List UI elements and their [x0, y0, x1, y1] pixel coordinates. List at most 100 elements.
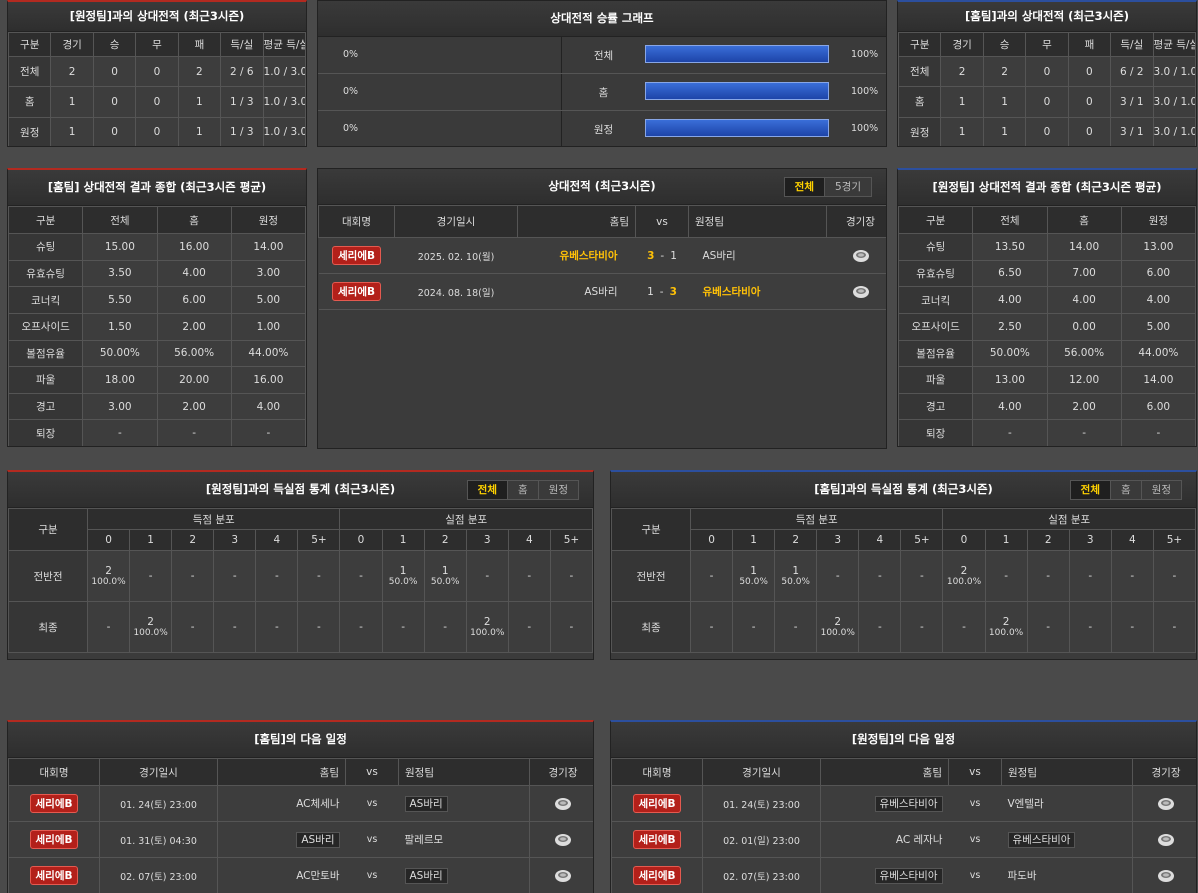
- goal-cell: -: [549, 550, 593, 602]
- goal-rate: 100.0%: [470, 628, 505, 638]
- tab[interactable]: 원정: [1140, 481, 1181, 499]
- table-row: 볼점유율 50.00% 56.00% 44.00%: [8, 339, 306, 368]
- goal-cell: -: [339, 550, 383, 602]
- goal-cell: 2 100.0%: [984, 601, 1028, 653]
- league-cell: 세리에B: [318, 273, 395, 310]
- league-badge: 세리에B: [29, 794, 79, 813]
- bucket-header: 3: [1068, 529, 1112, 551]
- goal-count: 1: [750, 565, 757, 577]
- tab[interactable]: 홈: [1110, 481, 1141, 499]
- row-label: 전체: [898, 55, 942, 88]
- title-text: [원정팀]과의 득실점 통계 (최근3시즌): [205, 482, 396, 496]
- group-header: 실점 분포: [942, 508, 1196, 530]
- goal-rate: 50.0%: [781, 577, 810, 587]
- column-header: 구분: [8, 508, 88, 551]
- stat-cell: 4.00: [1046, 286, 1122, 314]
- goal-cell: -: [381, 601, 425, 653]
- summary-away-panel: [원정팀] 상대전적 결과 종합 (최근3시즌 평균) 구분 전체 홈 원정 슈팅 13.5…: [897, 168, 1197, 447]
- table-row: 퇴장 - - -: [898, 419, 1196, 446]
- tab[interactable]: 전체: [784, 178, 824, 196]
- column-header: vs: [345, 758, 399, 786]
- goal-count: 1: [792, 565, 800, 577]
- row-label: 코너킥: [8, 286, 84, 314]
- stat-cell: 0: [1067, 55, 1112, 88]
- table-row: 전체 2 2 0 0 6 / 2 3.0 / 1.0: [898, 55, 1196, 88]
- goal-cell: -: [507, 601, 551, 653]
- home-cell: 유베스타비아: [820, 857, 949, 893]
- bucket-header: 5+: [549, 529, 593, 551]
- stat-cell: 0: [1025, 55, 1069, 88]
- bucket-row: 0 1 2 3 4 5+ 0 1 2 3 4 5+: [612, 529, 1196, 551]
- stadium-icon: [1158, 869, 1174, 882]
- score-sep: -: [660, 249, 665, 262]
- date-cell: 2025. 02. 10(월): [394, 237, 518, 274]
- bucket-header: 3: [465, 529, 509, 551]
- column-header: 경기: [940, 32, 984, 57]
- league-badge: 세리에B: [332, 246, 381, 265]
- header-row: 대회명경기일시홈팀vs원정팀경기장비고: [318, 205, 886, 238]
- goal-rate: 100.0%: [946, 577, 982, 587]
- row-label: 전체: [561, 37, 645, 74]
- stat-cell: 1.0 / 3.0: [262, 55, 306, 88]
- bucket-header: 4: [1110, 529, 1154, 551]
- stat-cell: 2 / 6: [220, 55, 264, 88]
- goal-cell: -: [689, 601, 734, 653]
- bucket-header: 1: [984, 529, 1028, 551]
- row-label: 원정: [898, 116, 942, 146]
- goal-cell: -: [984, 550, 1028, 602]
- bucket-header: 2: [774, 529, 818, 551]
- away-rate: 0%: [343, 49, 359, 60]
- goal-cell: 1 50.0%: [381, 550, 425, 602]
- stadium-icon: [852, 249, 869, 262]
- tab-group: 전체 5경기: [783, 177, 872, 197]
- row-label: 볼점유율: [8, 339, 84, 368]
- title-text: 상대전적 (최근3시즌): [548, 179, 656, 193]
- goal-rate: 50.0%: [739, 577, 768, 587]
- league-cell: 세리에B: [8, 857, 100, 893]
- league-cell: 세리에B: [8, 821, 100, 858]
- goal-count: 1: [399, 565, 407, 577]
- h2h-away-panel: [원정팀]과의 상대전적 (최근3시즌) 구분 경기 승 무 패 득/실 평균 득/실 전체 2 0…: [7, 0, 307, 147]
- group-header: 득점 분포: [86, 508, 341, 530]
- stadium-cell: [826, 237, 886, 274]
- goal-row: 전반전 -1 50.0% 1 50.0% - - -2 100.0% - - - - -: [611, 550, 1196, 602]
- bucket-header: 4: [255, 529, 299, 551]
- table-row: 원정 1 1 0 0 3 / 1 3.0 / 1.0: [898, 116, 1196, 146]
- goal-row: 최종 -2 100.0% - - - - - - -2 100.0% - -: [8, 601, 593, 653]
- panel-title: [홈팀] 상대전적 결과 종합 (최근3시즌 평균): [8, 170, 306, 206]
- stat-cell: 56.00%: [1046, 339, 1122, 368]
- stat-cell: 1: [940, 116, 984, 146]
- vs-label: vs: [948, 785, 1002, 822]
- away-cell: 팔레르모: [398, 821, 530, 858]
- away-team: 팔레르모: [404, 834, 444, 846]
- row-label: 파울: [898, 366, 974, 394]
- goal-cell: -: [129, 550, 173, 602]
- tab[interactable]: 전체: [1070, 481, 1110, 499]
- goal-count: 2: [147, 616, 154, 628]
- tab[interactable]: 원정: [537, 481, 578, 499]
- away-cell: AS바리: [398, 857, 530, 893]
- stat-cell: 20.00: [156, 366, 232, 394]
- stat-cell: 3.50: [82, 259, 158, 288]
- tab[interactable]: 5경기: [823, 178, 871, 196]
- schedule-table: 대회명경기일시홈팀vs원정팀경기장비고세리에B 01. 24(토) 23:00 유베…: [611, 758, 1196, 893]
- stat-cell: 16.00: [230, 366, 306, 394]
- stat-cell: 5.50: [82, 286, 158, 314]
- stat-cell: 16.00: [156, 233, 232, 261]
- row-label: 홈: [8, 86, 52, 118]
- tab[interactable]: 전체: [467, 481, 507, 499]
- column-header: 전체: [972, 206, 1048, 234]
- table-row: 경고 4.00 2.00 6.00: [898, 392, 1196, 421]
- bucket-header: 3: [816, 529, 860, 551]
- home-team: AC 레자나: [895, 834, 943, 846]
- score-cell: 1-3: [635, 273, 689, 310]
- stat-cell: 0: [1067, 86, 1112, 118]
- goal-rate: 100.0%: [820, 628, 855, 638]
- tab[interactable]: 홈: [507, 481, 538, 499]
- goal-cell: 1 50.0%: [732, 550, 776, 602]
- away-cell: V엔텔라: [1001, 785, 1133, 822]
- stat-cell: 1.00: [230, 312, 306, 341]
